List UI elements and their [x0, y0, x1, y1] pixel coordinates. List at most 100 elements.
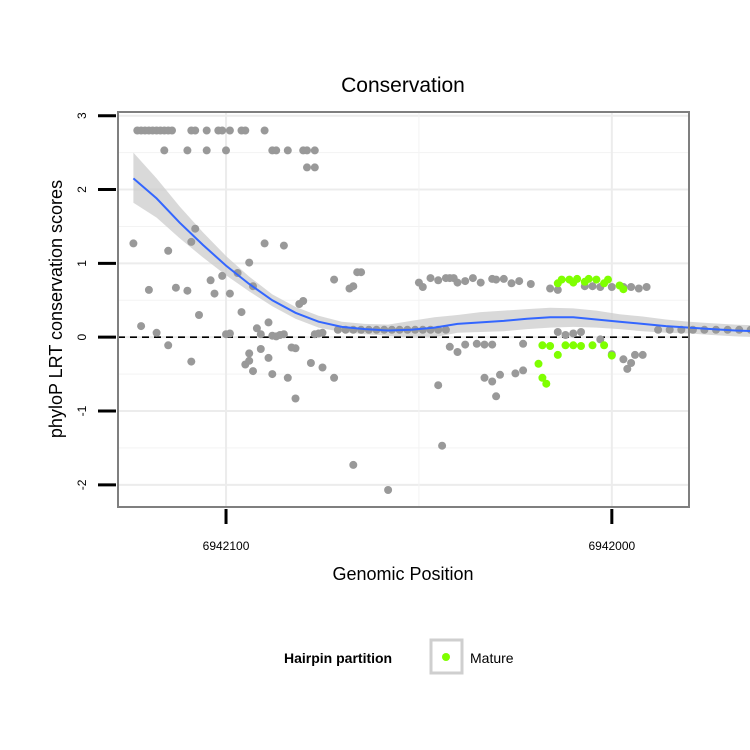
point-other — [225, 289, 234, 298]
panel-border — [117, 111, 690, 508]
point-other — [222, 146, 230, 155]
y-axis: 3 2 1 0 -1 -2 — [75, 112, 116, 490]
point-other — [492, 392, 501, 401]
point-other — [210, 289, 219, 298]
point-other — [488, 377, 497, 386]
point-other — [499, 274, 508, 283]
point-other — [295, 300, 304, 308]
point-other — [291, 344, 300, 353]
point-other — [607, 283, 616, 291]
point-other — [700, 325, 709, 334]
point-other — [187, 237, 196, 246]
point-other — [349, 460, 358, 469]
point-other — [129, 239, 138, 248]
point-other — [218, 126, 227, 135]
point-other — [627, 359, 636, 367]
point-other — [191, 224, 200, 233]
point-other — [241, 126, 250, 135]
point-other — [468, 274, 477, 283]
point-other — [206, 276, 215, 285]
point-mature — [607, 351, 616, 360]
point-other — [160, 146, 169, 155]
point-other — [619, 355, 628, 364]
point-other — [546, 284, 555, 293]
smooth-trend-line — [132, 177, 750, 333]
point-other — [634, 284, 643, 293]
point-other — [191, 126, 200, 135]
point-other — [519, 366, 528, 375]
x-tick-label: 6942100 — [203, 539, 250, 553]
point-mature — [553, 350, 562, 359]
point-other — [283, 146, 292, 155]
point-other — [137, 322, 146, 331]
point-other — [183, 286, 192, 295]
point-other — [569, 329, 578, 338]
point-mature — [538, 341, 547, 350]
point-other — [225, 329, 234, 338]
point-mature — [534, 359, 543, 368]
point-mature — [577, 342, 585, 350]
point-mature — [542, 379, 551, 388]
point-other — [272, 146, 281, 155]
point-mature — [557, 275, 566, 284]
point-other — [631, 350, 639, 359]
point-other — [445, 342, 454, 351]
y-tick-label: 2 — [75, 186, 89, 193]
point-other — [318, 363, 327, 372]
point-mature — [538, 373, 547, 382]
point-other — [171, 283, 180, 292]
legend-key-mature-dot — [442, 653, 450, 661]
point-other — [488, 340, 497, 349]
point-mature — [569, 341, 578, 350]
point-other — [187, 357, 196, 366]
point-other — [476, 278, 485, 287]
point-other — [642, 283, 651, 291]
point-other — [164, 341, 173, 350]
point-other — [218, 271, 227, 280]
legend-title: Hairpin partition — [284, 650, 392, 666]
point-other — [252, 324, 261, 333]
point-other — [306, 359, 315, 367]
x-axis-title: Genomic Position — [332, 564, 473, 584]
point-other — [461, 277, 470, 286]
point-other — [310, 163, 319, 172]
point-other — [453, 348, 462, 356]
point-other — [164, 246, 173, 255]
chart-title: Conservation — [341, 74, 465, 97]
point-other — [245, 258, 254, 267]
point-other — [588, 282, 597, 291]
point-other — [245, 349, 254, 358]
point-other — [202, 146, 211, 155]
point-other — [279, 241, 288, 250]
point-other — [144, 285, 153, 294]
y-tick-label: 3 — [75, 112, 89, 119]
point-other — [515, 277, 524, 286]
point-other — [384, 486, 393, 494]
point-other — [426, 274, 435, 283]
point-other — [249, 367, 257, 376]
point-other — [245, 356, 254, 365]
point-other — [511, 369, 520, 378]
point-other — [310, 146, 319, 155]
point-mature — [600, 341, 609, 350]
point-other — [441, 325, 450, 334]
point-mature — [592, 275, 601, 284]
point-other — [627, 283, 636, 291]
point-other — [237, 308, 246, 317]
point-other — [438, 441, 447, 450]
point-other — [561, 331, 570, 339]
y-tick-label: 0 — [75, 334, 89, 341]
point-mature — [561, 341, 570, 350]
point-other — [496, 370, 504, 379]
point-other — [256, 330, 265, 339]
point-other — [553, 328, 562, 336]
plot-panel — [117, 111, 750, 508]
y-axis-title: phyloP LRT conservation scores — [46, 180, 66, 438]
point-other — [330, 373, 339, 382]
point-other — [349, 282, 358, 291]
point-other — [434, 381, 443, 390]
point-other — [260, 126, 269, 135]
point-other — [195, 311, 203, 319]
point-other — [202, 126, 211, 135]
